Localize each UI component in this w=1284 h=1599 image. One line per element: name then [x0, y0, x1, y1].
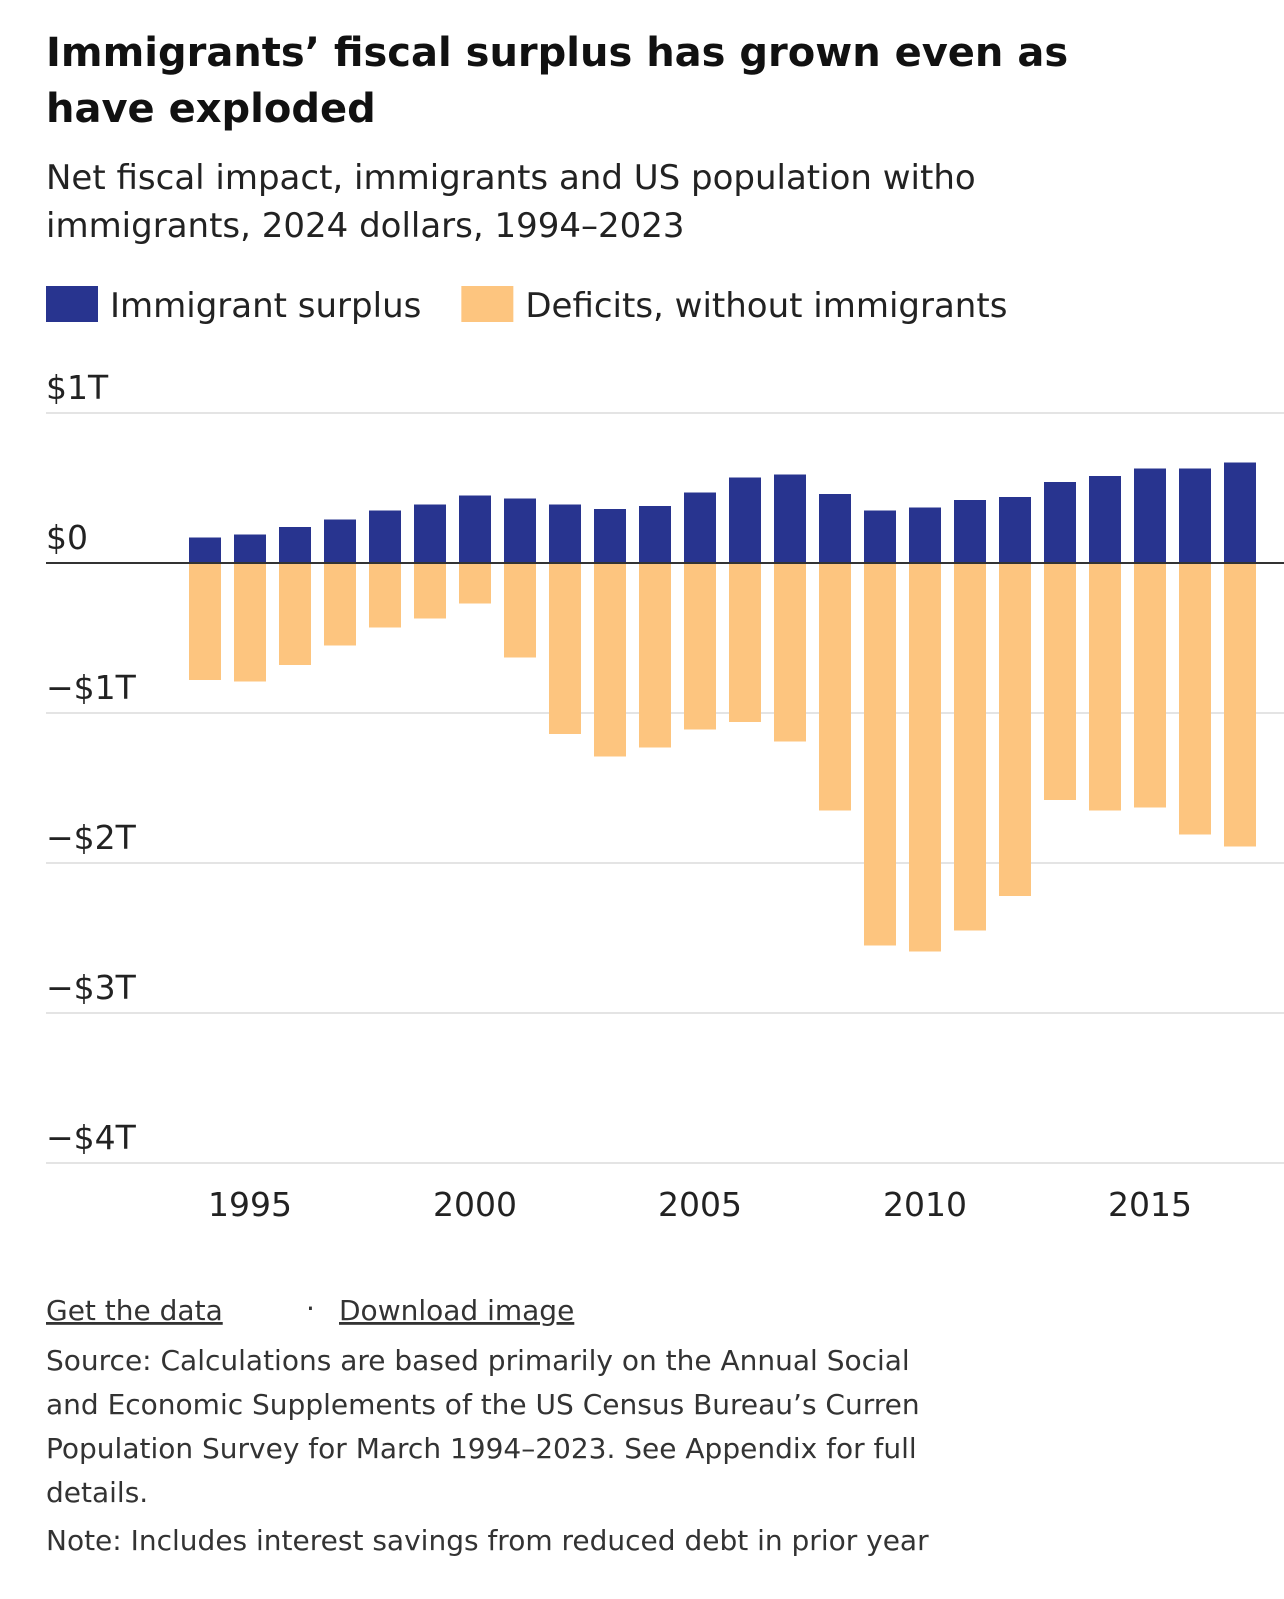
bar: [324, 563, 356, 646]
chart-title: have exploded: [46, 86, 376, 132]
bar: [369, 563, 401, 628]
bar: [999, 497, 1031, 563]
bar: [954, 563, 986, 931]
chart-subtitle: Net fiscal impact, immigrants and US pop…: [46, 158, 976, 198]
bar: [594, 563, 626, 757]
bar: [684, 563, 716, 730]
bar: [234, 563, 266, 682]
x-tick-label: 2005: [658, 1185, 742, 1224]
bar: [1224, 462, 1256, 563]
bar: [1044, 563, 1076, 800]
bar: [549, 504, 581, 563]
y-tick-label: −$3T: [46, 968, 137, 1007]
bar: [1044, 482, 1076, 563]
bar: [279, 527, 311, 563]
bar: [189, 563, 221, 680]
x-tick-label: 2015: [1108, 1185, 1192, 1224]
bar: [1089, 563, 1121, 811]
bar: [1224, 563, 1256, 847]
get-data-link[interactable]: Get the data: [46, 1294, 223, 1327]
bar: [594, 509, 626, 563]
x-tick-label: 2000: [433, 1185, 517, 1224]
bar: [189, 537, 221, 563]
bar: [774, 563, 806, 742]
source: and Economic Supplements of the US Censu…: [46, 1388, 920, 1421]
bar: [819, 494, 851, 563]
y-tick-label: $1T: [46, 368, 109, 407]
bar: [459, 563, 491, 604]
bar: [999, 563, 1031, 896]
separator: ·: [306, 1292, 315, 1325]
note: Note: Includes interest savings from red…: [46, 1524, 929, 1557]
x-tick-label: 2010: [883, 1185, 967, 1224]
bar: [549, 563, 581, 734]
y-tick-label: −$1T: [46, 668, 137, 707]
bar: [414, 504, 446, 563]
legend-swatch: [461, 286, 514, 322]
legend-label: Immigrant surplus: [110, 286, 421, 326]
bar: [1179, 468, 1211, 563]
bar: [1134, 563, 1166, 808]
bar: [234, 534, 266, 563]
bar: [504, 498, 536, 563]
chart-subtitle: immigrants, 2024 dollars, 1994–2023: [46, 206, 685, 246]
bar: [369, 510, 401, 563]
bar: [504, 563, 536, 658]
download-link[interactable]: Download image: [339, 1294, 574, 1327]
y-tick-label: −$4T: [46, 1118, 137, 1157]
bar: [909, 507, 941, 563]
bar: [684, 492, 716, 563]
legend-swatch: [46, 286, 98, 322]
bar: [324, 519, 356, 563]
y-tick-label: $0: [46, 518, 88, 557]
bar: [279, 563, 311, 665]
bar: [819, 563, 851, 811]
source: Population Survey for March 1994–2023. S…: [46, 1432, 917, 1465]
bar: [864, 510, 896, 563]
x-tick-label: 1995: [208, 1185, 292, 1224]
bar: [864, 563, 896, 946]
bar: [1179, 563, 1211, 835]
y-tick-label: −$2T: [46, 818, 137, 857]
bar: [639, 506, 671, 563]
source: Source: Calculations are based primarily…: [46, 1344, 910, 1377]
bar: [774, 474, 806, 563]
chart-title: Immigrants’ fiscal surplus has grown eve…: [46, 30, 1068, 76]
bar: [639, 563, 671, 748]
legend-label: Deficits, without immigrants: [525, 286, 1007, 326]
bar: [1089, 476, 1121, 563]
bar: [909, 563, 941, 952]
source: details.: [46, 1476, 148, 1509]
bar: [729, 477, 761, 563]
bar: [729, 563, 761, 722]
bar: [459, 495, 491, 563]
bar: [414, 563, 446, 619]
bar: [954, 500, 986, 563]
bar: [1134, 468, 1166, 563]
